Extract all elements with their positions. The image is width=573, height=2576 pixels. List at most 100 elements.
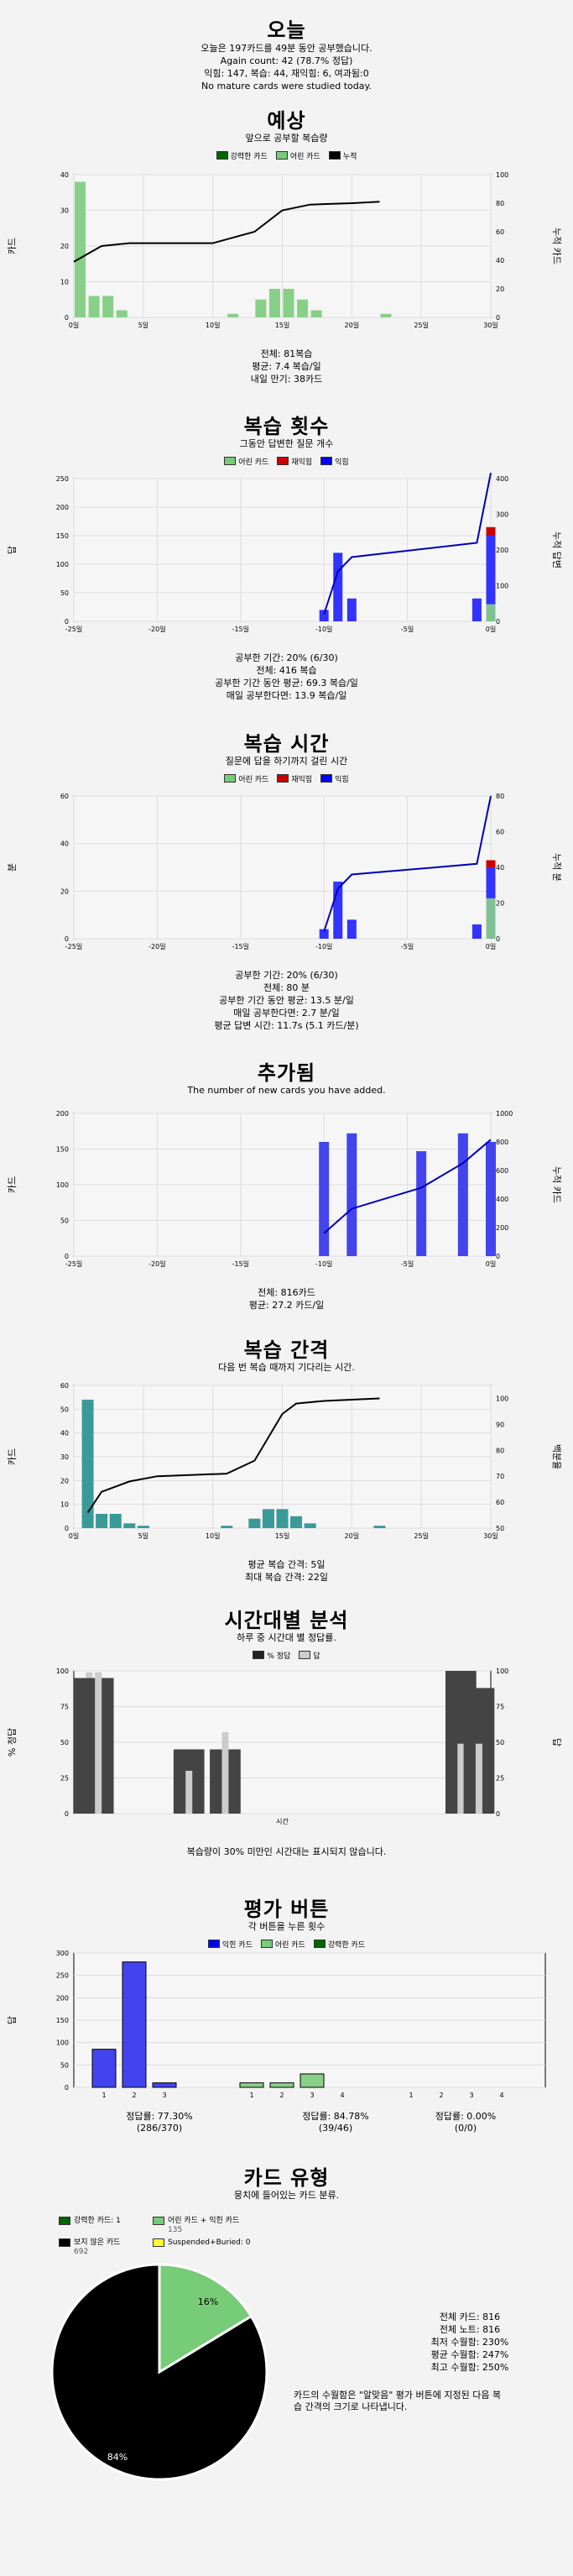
- learn-bar: [319, 929, 329, 939]
- x-tick-label: 5일: [138, 322, 148, 329]
- interval-bar: [81, 1400, 94, 1528]
- legend-young-learn: 어린 카드 + 익힌 카드 135: [153, 2217, 239, 2235]
- buttons-group-young: 정답률: 84.78% (39/46): [252, 2111, 419, 2134]
- buttons-header: 평가 버튼 각 버튼을 누른 횟수 익힌 카드 어린 카드 강력한 카드: [0, 1898, 573, 1950]
- x-tick-label: 25일: [414, 322, 429, 329]
- interval-bar: [304, 1523, 316, 1528]
- reviews-stats: 공부한 기간: 20% (6/30) 전체: 416 복습 공부한 기간 동안 …: [0, 652, 573, 702]
- y2-tick-label: 40: [496, 864, 504, 872]
- learn-bar: [471, 924, 482, 939]
- answers-bar: [95, 1672, 102, 1814]
- y2-tick-label: 0: [496, 1253, 500, 1260]
- young-bar: [283, 289, 294, 317]
- stat-min-ease: 최저 수월함: 230%: [430, 2337, 509, 2348]
- forecast-stat-avg: 평균: 7.4 복습/일: [252, 361, 321, 372]
- y-tick-label: 100: [56, 2039, 69, 2047]
- y-tick-label: 150: [56, 2017, 69, 2024]
- reviews-legend: 어린 카드 재익힘 익힘: [0, 455, 573, 467]
- forecast-stats: 전체: 81복습 평균: 7.4 복습/일 내일 만기: 38카드: [0, 348, 573, 385]
- y-tick-label: 100: [56, 1181, 69, 1189]
- x-tick-label: 30일: [483, 1532, 498, 1540]
- cumulative-line: [323, 795, 492, 932]
- group-label: 정답률: 77.30%: [126, 2111, 193, 2122]
- reviewtime-header: 복습 시간 질문에 답을 하기까지 걸린 시간 어린 카드 재익힘 익힘: [0, 732, 573, 784]
- y2-axis-label: 누적 분: [551, 853, 562, 882]
- forecast-chart: 0 10 20 30 40 0 20 40 60 80 100 카드 누적 카드 0일 5일 10일 15일 20…: [7, 171, 562, 329]
- x-tick-label: 0일: [69, 1532, 79, 1540]
- y-tick-label: 100: [56, 561, 69, 568]
- young-bar: [75, 181, 86, 317]
- legend-new: 보지 않은 카드 692: [59, 2238, 120, 2257]
- added-bar: [346, 1133, 357, 1256]
- legend-label: 강력한 카드: 1: [74, 2217, 121, 2225]
- x-tick-label: -15일: [232, 943, 249, 950]
- x-tick-label: 15일: [275, 1532, 290, 1540]
- interval-bar: [373, 1526, 386, 1528]
- interval-bar: [123, 1523, 136, 1528]
- pie-label-young: 16%: [198, 2296, 218, 2307]
- x-tick-label: 0일: [486, 626, 496, 633]
- interval-bar: [221, 1526, 233, 1528]
- x-tick-label: 0일: [486, 1260, 496, 1268]
- added-bar: [457, 1133, 468, 1256]
- learn-bar: [319, 610, 329, 621]
- y2-axis-label: 누적 답변: [551, 531, 562, 568]
- buttons-subtitle: 각 버튼을 누른 횟수: [247, 1921, 326, 1932]
- legend-correct: % 정답: [267, 1652, 291, 1661]
- relearn-bar: [486, 526, 496, 536]
- x-tick-label: 2: [132, 2092, 136, 2099]
- y2-tick-label: 100: [496, 1668, 508, 1675]
- cardtypes-note: 카드의 수월함은 "알맞음" 평가 버튼에 지정된 다음 복습 간격의 크기로 …: [294, 2390, 502, 2412]
- reviewtime-title: 복습 시간: [243, 732, 330, 756]
- learning-bar: [91, 2049, 117, 2088]
- y-tick-label: 20: [60, 887, 69, 895]
- y-axis-label: 답: [7, 546, 18, 554]
- y-tick-label: 50: [60, 589, 69, 597]
- legend-mature: 강력한 카드: [230, 152, 268, 161]
- y-tick-label: 0: [65, 2084, 69, 2092]
- legend-suspended: Suspended+Buried: 0: [153, 2238, 251, 2248]
- cumulative-line: [323, 1139, 492, 1234]
- x-tick-label: -25일: [65, 943, 82, 950]
- intervals-stat-max: 최대 복습 간격: 22일: [244, 1572, 329, 1583]
- cardtypes-title: 카드 유형: [243, 2166, 330, 2190]
- cumulative-line: [86, 1397, 380, 1514]
- x-tick-label: 5일: [138, 1532, 148, 1540]
- learning-bar: [152, 2082, 177, 2088]
- y2-axis-label: 답: [551, 1738, 562, 1746]
- legend-young: 어린 카드: [238, 775, 269, 784]
- legend-learn: 익힘: [335, 458, 349, 467]
- x-tick-label: 0일: [486, 943, 496, 950]
- relearn-bar: [486, 860, 496, 867]
- x-tick-label: -20일: [148, 626, 165, 633]
- reviews-stat-daily: 매일 공부한다면: 13.9 복습/일: [226, 690, 347, 701]
- y2-tick-label: 80: [496, 793, 504, 800]
- pie-slice: [158, 2263, 253, 2374]
- hourly-note: 복습량이 30% 미만인 시간대는 표시되지 않습니다.: [186, 1846, 387, 1857]
- buttons-group-learning: 정답률: 77.30% (286/370): [76, 2111, 243, 2134]
- y2-tick-label: 100: [496, 171, 508, 179]
- legend-relearn: 재익힘: [291, 458, 313, 467]
- today-section: 오늘 오늘은 197카드를 49분 동안 공부했습니다. Again count…: [0, 18, 573, 92]
- y-tick-label: 50: [60, 2061, 69, 2069]
- legend-label: Suspended+Buried: 0: [168, 2238, 251, 2247]
- y2-tick-label: 0: [496, 618, 500, 626]
- forecast-legend: 강력한 카드 어린 카드 누적: [0, 149, 573, 161]
- x-tick-label: 2: [279, 2092, 284, 2099]
- pie-label-new: 84%: [107, 2452, 128, 2463]
- legend-mature: 강력한 카드: 1: [59, 2217, 121, 2226]
- intervals-chart: 0 10 20 30 40 50 60 50 60 70 80 90 100 카드 백분율 0일 5일 10일 15…: [7, 1382, 562, 1540]
- x-tick-label: -25일: [65, 1260, 82, 1268]
- x-tick-label: 4: [499, 2092, 503, 2099]
- reviews-stat-total: 전체: 416 복습: [256, 665, 317, 676]
- x-tick-label: 4: [340, 2092, 344, 2099]
- y2-tick-label: 60: [496, 228, 504, 236]
- y2-tick-label: 400: [496, 1196, 508, 1203]
- y2-tick-label: 0: [496, 314, 500, 322]
- added-stats: 전체: 816카드 평균: 27.2 카드/일: [0, 1286, 573, 1312]
- y2-tick-label: 50: [496, 1739, 504, 1746]
- y2-axis-label: 누적 카드: [551, 228, 562, 264]
- y-tick-label: 0: [65, 618, 69, 626]
- reviews-subtitle: 그동안 답변한 질문 개수: [239, 438, 334, 449]
- y-tick-label: 100: [56, 1668, 69, 1675]
